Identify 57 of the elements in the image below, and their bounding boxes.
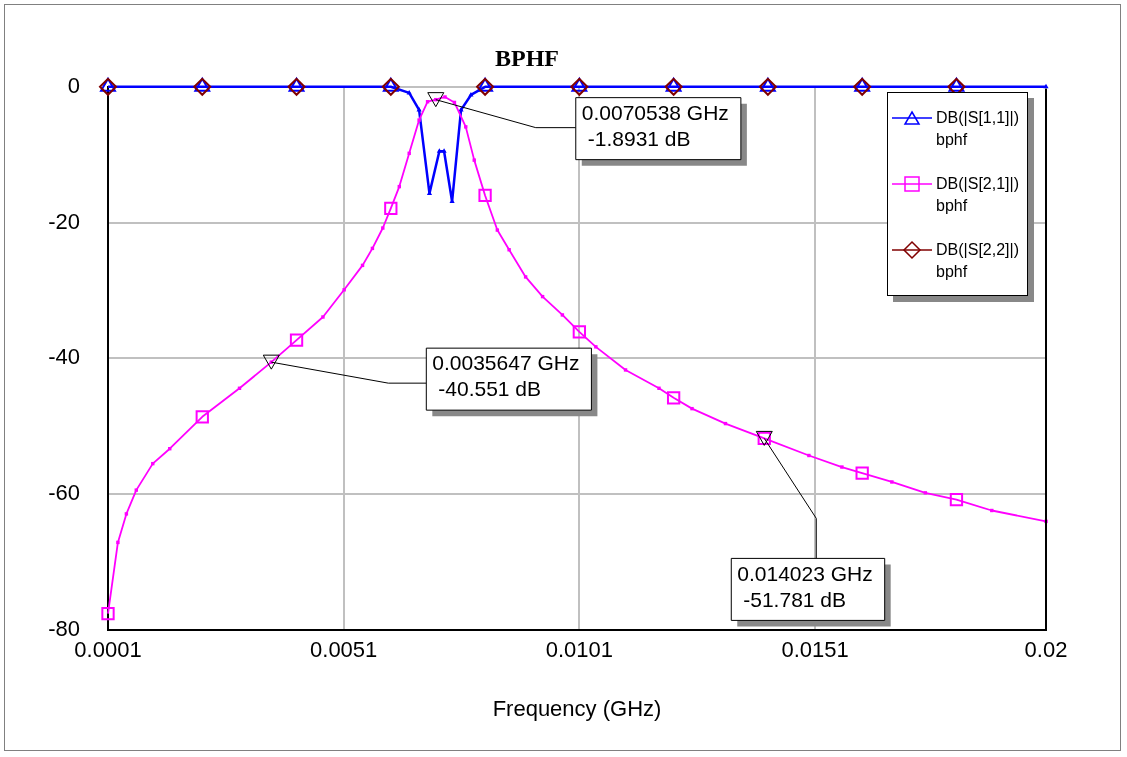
point bbox=[288, 77, 305, 92]
annotation: 0.0035647 GHz -40.551 dB bbox=[432, 351, 580, 401]
point bbox=[523, 275, 528, 279]
point bbox=[990, 508, 994, 513]
annotation: 0.014023 GHz -51.781 dB bbox=[737, 561, 873, 611]
x-tick-label: 0.0151 bbox=[781, 637, 849, 663]
point bbox=[840, 465, 844, 469]
y-tick-label: -20 bbox=[48, 208, 80, 234]
point bbox=[665, 77, 682, 92]
point bbox=[570, 77, 589, 96]
point bbox=[443, 95, 447, 99]
point bbox=[194, 77, 211, 92]
point bbox=[507, 248, 511, 252]
point bbox=[854, 77, 871, 92]
point bbox=[193, 77, 212, 96]
point bbox=[759, 77, 776, 92]
point bbox=[287, 77, 306, 96]
point bbox=[134, 488, 138, 492]
x-tick-label: 0.02 bbox=[1024, 637, 1068, 663]
point bbox=[342, 288, 346, 292]
point bbox=[923, 491, 928, 495]
x-tick-label: 0.0051 bbox=[310, 637, 378, 663]
point bbox=[807, 453, 811, 458]
legend-label: DB(|S[2,1]|) bphf bbox=[936, 174, 1019, 216]
point bbox=[382, 77, 399, 92]
y-tick-label: 0 bbox=[67, 72, 80, 98]
point bbox=[99, 77, 117, 96]
point bbox=[594, 345, 598, 349]
chart-title: BPHF bbox=[495, 44, 559, 71]
point bbox=[472, 158, 476, 162]
point bbox=[664, 77, 683, 96]
point bbox=[116, 540, 120, 545]
x-tick-label: 0.0101 bbox=[545, 637, 614, 663]
point bbox=[690, 406, 694, 411]
point bbox=[890, 480, 894, 484]
point bbox=[623, 368, 628, 372]
point bbox=[495, 228, 500, 232]
point bbox=[657, 386, 661, 390]
point bbox=[124, 512, 129, 516]
legend-label: DB(|S[1,1]|) bphf bbox=[936, 108, 1019, 150]
point bbox=[853, 77, 872, 96]
point bbox=[464, 125, 468, 129]
y-tick-label: -40 bbox=[48, 344, 80, 370]
annotation: 0.0070538 GHz -1.8931 dB bbox=[581, 100, 729, 150]
x-axis-title: Frequency (GHz) bbox=[492, 695, 662, 721]
point bbox=[560, 313, 565, 317]
point bbox=[758, 77, 777, 96]
point bbox=[381, 77, 400, 96]
point bbox=[407, 151, 411, 156]
point bbox=[417, 118, 421, 122]
point bbox=[381, 226, 385, 230]
point bbox=[948, 77, 965, 92]
point bbox=[571, 77, 588, 92]
y-tick-label: -60 bbox=[48, 480, 80, 506]
point bbox=[476, 77, 495, 96]
legend-label: DB(|S[2,2]|) bphf bbox=[936, 240, 1019, 282]
point bbox=[321, 315, 325, 319]
